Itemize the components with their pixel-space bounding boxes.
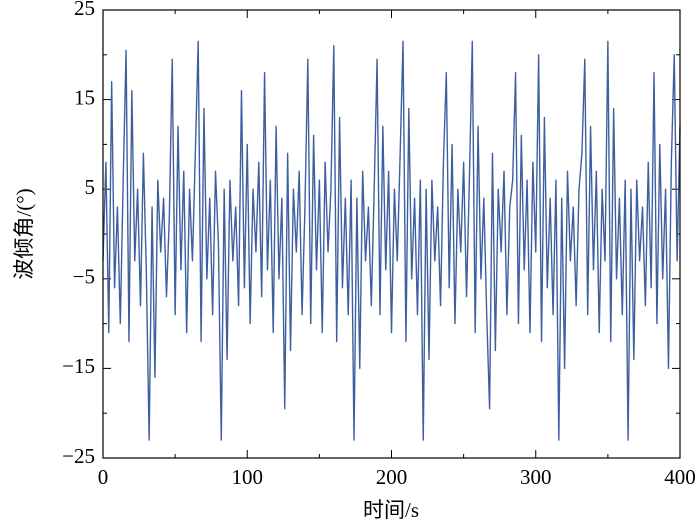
x-tick-label: 300 — [520, 465, 552, 489]
y-tick-label: 25 — [74, 0, 95, 20]
x-tick-label: 200 — [376, 465, 408, 489]
x-tick-label: 400 — [664, 465, 696, 489]
y-tick-label: −5 — [73, 265, 95, 289]
y-axis-label: 波倾角/(°) — [12, 188, 36, 279]
y-tick-label: −25 — [62, 444, 95, 468]
x-tick-label: 100 — [232, 465, 264, 489]
y-tick-label: 15 — [74, 85, 95, 109]
plot-frame — [102, 9, 681, 459]
x-tick-label: 0 — [98, 465, 109, 489]
y-tick-label: 5 — [85, 175, 96, 199]
y-tick-label: −15 — [62, 354, 95, 378]
x-axis-label: 时间/s — [363, 498, 419, 522]
data-line — [102, 40, 681, 441]
